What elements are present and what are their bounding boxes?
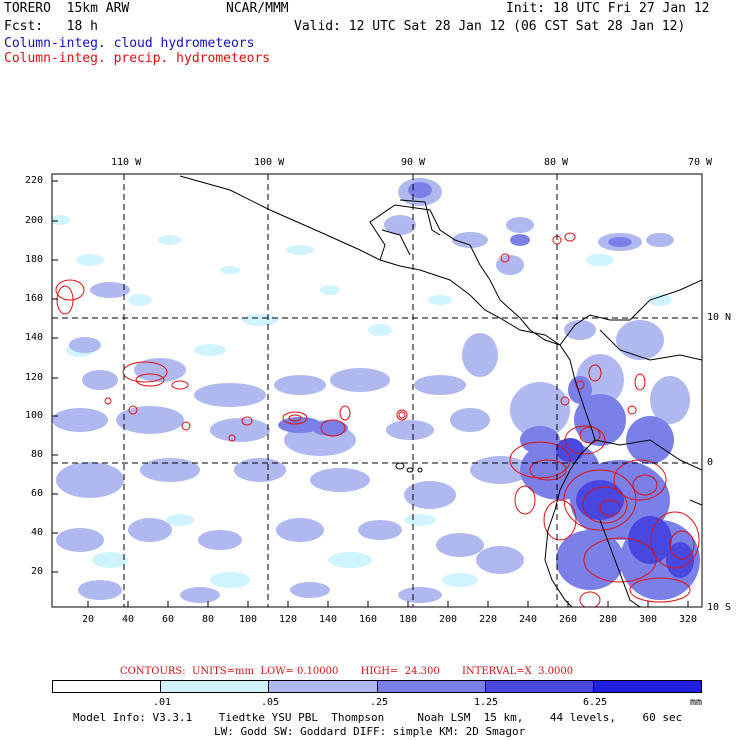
init-time: Init: 18 UTC Fri 27 Jan 12: [506, 1, 710, 16]
valid-time: Valid: 12 UTC Sat 28 Jan 12 (06 CST Sat …: [294, 19, 686, 34]
axis-ticks: [52, 180, 689, 607]
lat-label: 10 S: [707, 602, 732, 613]
y-tick: 80: [31, 449, 44, 460]
lat-label: 10 N: [707, 312, 732, 323]
lat-label: 0: [707, 457, 714, 468]
x-tick: 220: [479, 614, 498, 625]
lon-label: 70 W: [688, 157, 713, 168]
graticule: [52, 174, 702, 607]
x-tick: 140: [319, 614, 338, 625]
x-tick: 320: [679, 614, 698, 625]
x-tick: 40: [122, 614, 135, 625]
colorbar-swatch: [593, 681, 702, 692]
colorbar-swatch: [161, 681, 270, 692]
lon-label: 80 W: [544, 157, 569, 168]
y-tick: 140: [25, 332, 44, 343]
colorbar-swatch: [485, 681, 594, 692]
x-tick: 60: [162, 614, 175, 625]
x-tick: 300: [639, 614, 658, 625]
y-tick: 200: [25, 215, 44, 226]
model-info: Model Info: V3.3.1 Tiedtke YSU PBL Thomp…: [73, 711, 683, 724]
y-tick: 60: [31, 488, 44, 499]
contour-info: CONTOURS: UNITS=mm LOW= 0.10000 HIGH= 24…: [120, 666, 574, 677]
x-tick: 260: [559, 614, 578, 625]
map-frame: [51, 173, 703, 608]
field-cloud-label: Column-integ. cloud hydrometeors: [4, 36, 255, 51]
model-title: TORERO 15km ARW: [4, 1, 130, 16]
colorbar-swatch: [269, 681, 378, 692]
x-tick: 20: [82, 614, 95, 625]
y-tick: 40: [31, 527, 44, 538]
lon-label: 100 W: [254, 157, 285, 168]
cloud-field: [52, 175, 702, 607]
x-tick: 280: [599, 614, 618, 625]
y-tick: 220: [25, 175, 44, 186]
y-tick: 160: [25, 293, 44, 304]
colorbar-units: mm: [690, 697, 703, 708]
x-tick: 80: [202, 614, 215, 625]
colorbar: [52, 680, 702, 693]
lon-label: 110 W: [111, 157, 142, 168]
model-physics: LW: Godd SW: Goddard DIFF: simple KM: 2D…: [214, 725, 526, 738]
colorbar-level: .25: [370, 697, 389, 708]
x-tick: 200: [439, 614, 458, 625]
org-label: NCAR/MMM: [226, 1, 289, 16]
forecast-hour: Fcst: 18 h: [4, 19, 98, 34]
x-tick: 120: [279, 614, 298, 625]
y-tick: 180: [25, 254, 44, 265]
y-tick: 20: [31, 566, 44, 577]
colorbar-level: 6.25: [583, 697, 608, 708]
field-precip-label: Column-integ. precip. hydrometeors: [4, 51, 271, 66]
colorbar-swatch: [53, 681, 162, 692]
x-tick: 240: [519, 614, 538, 625]
x-tick: 160: [359, 614, 378, 625]
colorbar-level: .05: [261, 697, 280, 708]
lon-label: 90 W: [401, 157, 426, 168]
y-tick: 100: [25, 410, 44, 421]
x-tick: 180: [399, 614, 418, 625]
colorbar-level: 1.25: [474, 697, 499, 708]
x-tick: 100: [239, 614, 258, 625]
colorbar-level: .01: [153, 697, 172, 708]
y-tick: 120: [25, 372, 44, 383]
colorbar-swatch: [377, 681, 486, 692]
